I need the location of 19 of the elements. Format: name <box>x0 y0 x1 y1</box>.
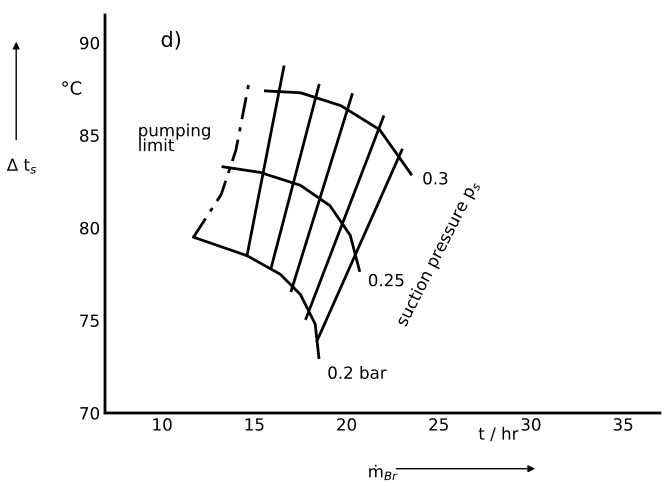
y-tick-label: 85 <box>80 129 99 142</box>
series-label: 0.3 <box>423 172 448 185</box>
y-tick-label: 90 <box>80 36 100 50</box>
series-label: pumping limit <box>139 124 210 152</box>
x-tick-label: 20 <box>337 418 356 431</box>
y-tick-label: 80 <box>80 222 100 234</box>
x-axis-title: ṁ$_{Br}$ <box>369 464 398 480</box>
text: °C <box>62 81 82 95</box>
text: t / hr <box>478 426 518 442</box>
series-label: 0.2 bar <box>328 366 387 379</box>
x-tick-label: 15 <box>246 418 264 431</box>
y-axis-title: Δ t$_{s}$ <box>6 158 36 174</box>
y-tick-label: 75 <box>80 314 99 328</box>
x-tick-label: 10 <box>153 418 172 431</box>
x-tick-label: 30 <box>522 418 540 431</box>
x-tick-label: 25 <box>429 418 448 431</box>
x-tick-label: 35 <box>614 418 632 431</box>
annotation: d) <box>162 31 180 50</box>
y-tick-label: 70 <box>80 406 100 420</box>
